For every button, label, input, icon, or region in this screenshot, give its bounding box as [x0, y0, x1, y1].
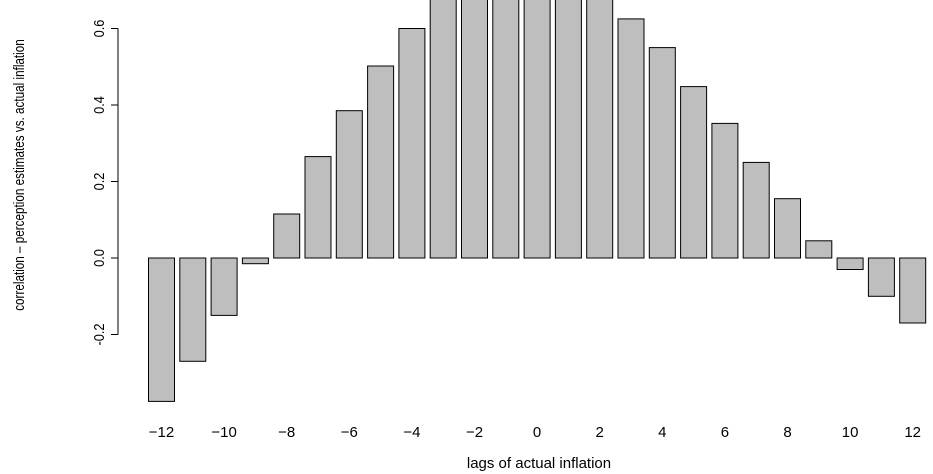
bar-lag-6 — [711, 122, 739, 259]
bar-lag-4 — [648, 47, 676, 259]
y-axis-title: correlation – perception estimates vs. a… — [11, 39, 28, 311]
x-tick-label: 4 — [658, 424, 666, 441]
y-tick-label: 0.2 — [90, 172, 107, 190]
y-tick-label: 0.6 — [90, 19, 107, 37]
bar-lag--5 — [367, 65, 395, 259]
bars-group — [148, 0, 927, 402]
bar-lag-8 — [774, 198, 801, 259]
bar-lag-0 — [523, 0, 551, 259]
x-tick-label: −10 — [211, 424, 236, 441]
x-tick-label: −8 — [278, 424, 295, 441]
bar-lag-9 — [805, 240, 833, 259]
bar-lag-12 — [899, 257, 927, 324]
x-tick-label: −12 — [149, 424, 174, 441]
bar-lag-5 — [680, 86, 708, 259]
x-tick-label: 6 — [721, 424, 729, 441]
x-axis-title: lags of actual inflation — [467, 455, 611, 472]
x-tick-label: 12 — [904, 424, 921, 441]
bar-lag--12 — [148, 257, 175, 402]
x-tick-label: 0 — [533, 424, 541, 441]
bar-lag--7 — [304, 156, 332, 259]
x-tick-label: −4 — [403, 424, 420, 441]
bar-lag--10 — [210, 257, 238, 316]
bar-lag--3 — [429, 0, 457, 259]
bar-lag--9 — [241, 257, 269, 265]
bar-lag--4 — [398, 28, 426, 259]
x-tick-label: −2 — [466, 424, 483, 441]
bar-lag-7 — [742, 161, 770, 259]
x-tick-label: 10 — [842, 424, 859, 441]
x-axis: −12 −10 −8 −6 −4 −2 0 2 4 6 8 10 12 — [149, 424, 921, 441]
bar-lag-1 — [554, 0, 582, 259]
x-tick-label: −6 — [341, 424, 358, 441]
x-tick-label: 2 — [596, 424, 604, 441]
bar-lag--11 — [179, 257, 207, 362]
bar-lag--6 — [335, 110, 363, 259]
bar-lag-10 — [836, 257, 864, 270]
bar-lag-11 — [867, 257, 895, 297]
y-tick-label: 0.0 — [90, 249, 107, 267]
bar-lag-2 — [586, 0, 614, 259]
bar-lag--8 — [273, 213, 301, 259]
bar-lag-3 — [617, 18, 645, 259]
x-tick-label: 8 — [783, 424, 791, 441]
bar-lag--1 — [492, 0, 520, 259]
y-axis: -0.2 0.0 0.2 0.4 0.6 — [90, 19, 119, 345]
bar-lag--2 — [461, 0, 488, 259]
y-tick-label: -0.2 — [90, 323, 107, 345]
y-tick-label: 0.4 — [90, 96, 107, 114]
